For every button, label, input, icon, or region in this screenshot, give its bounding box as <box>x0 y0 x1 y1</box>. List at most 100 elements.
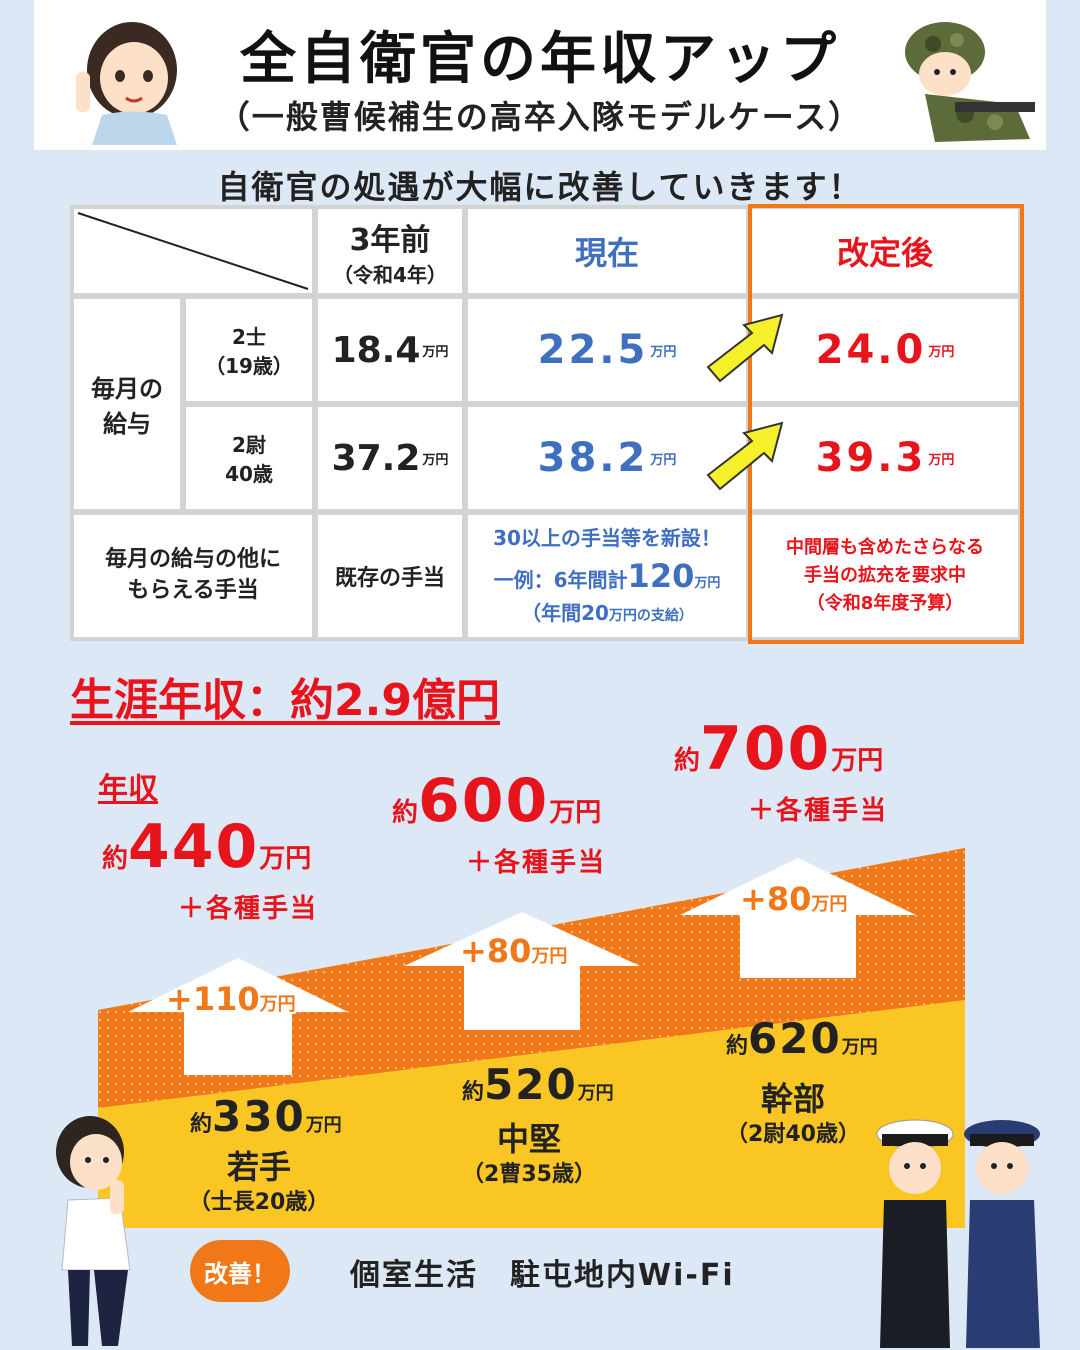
allowance-now-line3: （年間20万円の支給） <box>521 599 693 628</box>
stage2-increase: +80万円 <box>460 932 567 970</box>
header-prev-sub: （令和4年） <box>333 262 447 287</box>
allowance-now-total: 120 <box>627 556 695 595</box>
stage1-age: （士長20歳） <box>188 1190 330 1215</box>
header-now: 現在 <box>468 209 746 293</box>
stage3-income: 約700万円 <box>674 714 883 784</box>
row2-now-value: 38.2 <box>537 435 649 481</box>
stage2-before: 約520万円 <box>462 1060 614 1109</box>
stage3-after-value: 700 <box>700 714 832 784</box>
row1-prev-value: 18.4 <box>331 329 421 371</box>
stage3-rank: 幹部 <box>760 1080 825 1118</box>
stage2-increase-value: +80 <box>460 932 532 970</box>
row2-revised: 39.3 万円 <box>752 407 1018 509</box>
header-prev: 3年前 （令和4年） <box>318 209 462 293</box>
row2-age: 40歳 <box>225 462 273 486</box>
page-subtitle: （一般曹候補生の高卒入隊モデルケース） <box>217 98 863 136</box>
row1-now-unit: 万円 <box>650 344 677 360</box>
lead-text: 自衛官の処遇が大幅に改善していきます！ <box>217 168 863 206</box>
up-arrow-3 <box>680 858 916 978</box>
female-officer-illustration <box>76 22 177 145</box>
income-label: 年収 <box>98 772 158 807</box>
stage2-before-prefix: 約 <box>462 1080 485 1105</box>
stage3-unit: 万円 <box>831 746 884 776</box>
stage2-income: 約600万円 <box>392 766 601 836</box>
row2-now: 38.2 万円 <box>468 407 746 509</box>
header-prev-label: 3年前 <box>349 222 431 258</box>
stage3-before-value: 620 <box>748 1014 842 1063</box>
stage3-allowance: ＋各種手当 <box>748 796 889 826</box>
stage2-after-value: 600 <box>418 766 550 836</box>
monthly-salary-label: 毎月の 給与 <box>74 299 180 509</box>
allowance-now-annual-post: 万円の支給） <box>608 608 693 625</box>
stage2-increase-unit: 万円 <box>531 946 568 967</box>
row1-now-value: 22.5 <box>537 327 649 373</box>
allowance-now-line1: 30以上の手当等を新設！ <box>493 525 721 550</box>
page-title: 全自衛官の年収アップ <box>240 27 840 92</box>
salary-table: 3年前 （令和4年） 現在 改定後 毎月の 給与 2士 （19歳） 18.4 万円… <box>70 205 1022 641</box>
soldier-camouflage-illustration <box>905 22 1035 142</box>
row2-prev: 37.2 万円 <box>318 407 462 509</box>
row1-age: （19歳） <box>205 354 293 378</box>
allowance-now-annual-num: 20 <box>581 601 609 626</box>
stage3-before: 約620万円 <box>726 1014 878 1063</box>
stage2-allowance: ＋各種手当 <box>466 848 607 878</box>
allowance-label-cell: 毎月の給与の他に もらえる手当 <box>74 515 312 637</box>
row1-rank-cell: 2士 （19歳） <box>186 299 312 401</box>
stage3-before-unit: 万円 <box>841 1037 878 1058</box>
stage1-increase: +110万円 <box>166 980 296 1018</box>
stage1-increase-unit: 万円 <box>259 994 296 1015</box>
allowance-now-annual-pre: （年間 <box>521 601 582 626</box>
row1-prev-unit: 万円 <box>422 344 449 360</box>
up-arrow-1 <box>128 958 348 1075</box>
row2-rank: 2尉 <box>232 433 266 457</box>
row2-revised-unit: 万円 <box>928 452 955 468</box>
stage1-increase-value: +110 <box>166 980 260 1018</box>
increase-arrow-icon <box>706 313 784 383</box>
stage2-rank: 中堅 <box>496 1120 561 1158</box>
allowance-label-line2: もらえる手当 <box>127 578 259 603</box>
lifetime-income-heading: 生涯年収：約2.9億円 <box>70 675 500 726</box>
stage1-before: 約330万円 <box>190 1092 342 1141</box>
header-revised: 改定後 <box>752 209 1018 293</box>
allowance-now-example: 一例：6年間計 <box>493 567 628 592</box>
stage1-before-value: 330 <box>212 1092 306 1141</box>
allowance-now-cell: 30以上の手当等を新設！ 一例：6年間計120万円 （年間20万円の支給） <box>468 515 746 637</box>
stage3-before-prefix: 約 <box>726 1034 749 1059</box>
stage1-prefix: 約 <box>102 844 129 874</box>
row1-revised: 24.0 万円 <box>752 299 1018 401</box>
row2-prev-value: 37.2 <box>331 437 421 479</box>
stage1-unit: 万円 <box>259 844 312 874</box>
stage3-age: （2尉40歳） <box>726 1122 860 1147</box>
female-member-illustration <box>56 1116 131 1346</box>
allowance-revised-line1: 中間層も含めたさらなる <box>786 537 984 559</box>
allowance-label-line1: 毎月の給与の他に <box>104 547 281 573</box>
improve-badge: 改善！ <box>190 1240 290 1302</box>
stage1-allowance: ＋各種手当 <box>178 894 319 924</box>
revised-highlight-frame <box>748 204 1024 644</box>
stage1-before-unit: 万円 <box>305 1115 342 1136</box>
row2-rank-cell: 2尉 40歳 <box>186 407 312 509</box>
row1-rank: 2士 <box>232 325 266 349</box>
allowance-revised-line3: （令和8年度予算） <box>806 592 964 614</box>
officers-illustration <box>876 1119 1040 1348</box>
allowance-prev: 既存の手当 <box>318 515 462 637</box>
stage2-age: （2曹35歳） <box>462 1162 596 1187</box>
stage3-increase-unit: 万円 <box>811 894 848 915</box>
stage1-after-value: 440 <box>128 812 260 882</box>
row2-revised-value: 39.3 <box>815 435 927 481</box>
increase-arrow-icon <box>706 421 784 491</box>
diagonal-line <box>77 212 309 290</box>
table-corner-cell <box>74 209 312 293</box>
allowance-revised-cell: 中間層も含めたさらなる 手当の拡充を要求中 （令和8年度予算） <box>752 515 1018 637</box>
row2-now-unit: 万円 <box>650 452 677 468</box>
row1-revised-unit: 万円 <box>928 344 955 360</box>
allowance-now-line2: 一例：6年間計120万円 <box>494 553 721 599</box>
row1-revised-value: 24.0 <box>815 327 927 373</box>
up-arrow-2 <box>404 912 640 1030</box>
header-panel <box>34 0 1046 150</box>
stage2-prefix: 約 <box>392 798 419 828</box>
stage2-before-value: 520 <box>484 1060 578 1109</box>
stage3-increase-value: +80 <box>740 880 812 918</box>
stage2-unit: 万円 <box>549 798 602 828</box>
